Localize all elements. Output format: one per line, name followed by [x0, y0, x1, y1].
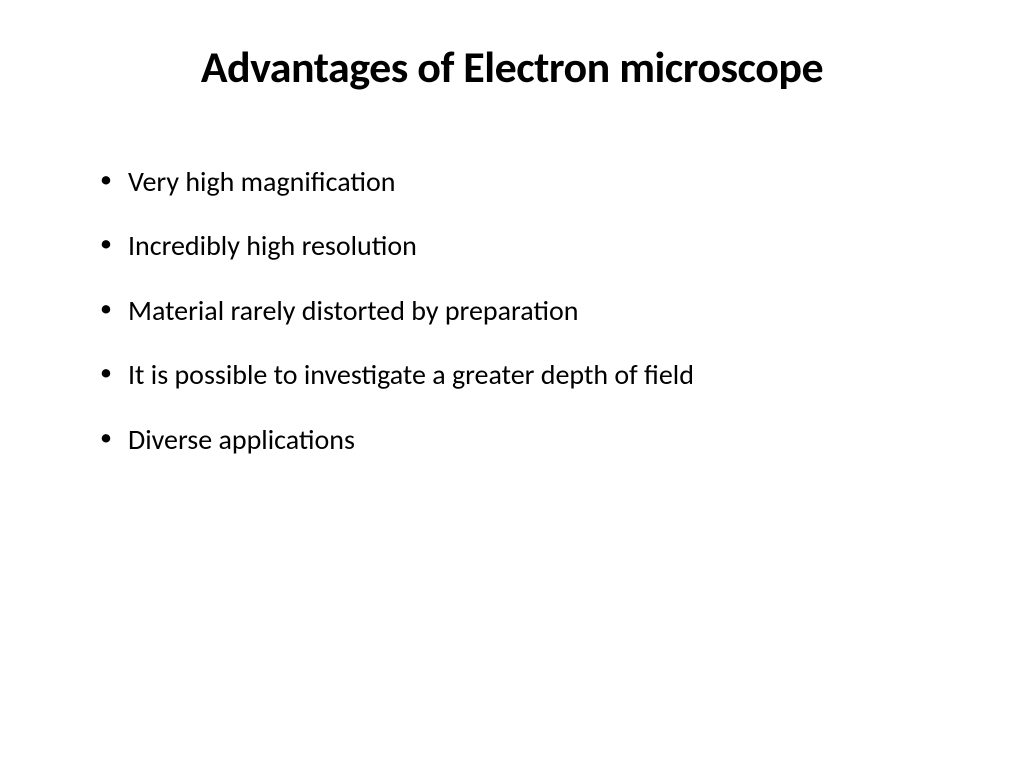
list-item: Diverse applications [100, 422, 964, 458]
list-item: Material rarely distorted by preparation [100, 293, 964, 329]
slide-container: Advantages of Electron microscope Very h… [0, 0, 1024, 768]
slide-title: Advantages of Electron microscope [60, 40, 964, 94]
list-item: Very high magnification [100, 164, 964, 200]
list-item: It is possible to investigate a greater … [100, 357, 964, 393]
bullet-list: Very high magnification Incredibly high … [60, 164, 964, 458]
list-item: Incredibly high resolution [100, 228, 964, 264]
